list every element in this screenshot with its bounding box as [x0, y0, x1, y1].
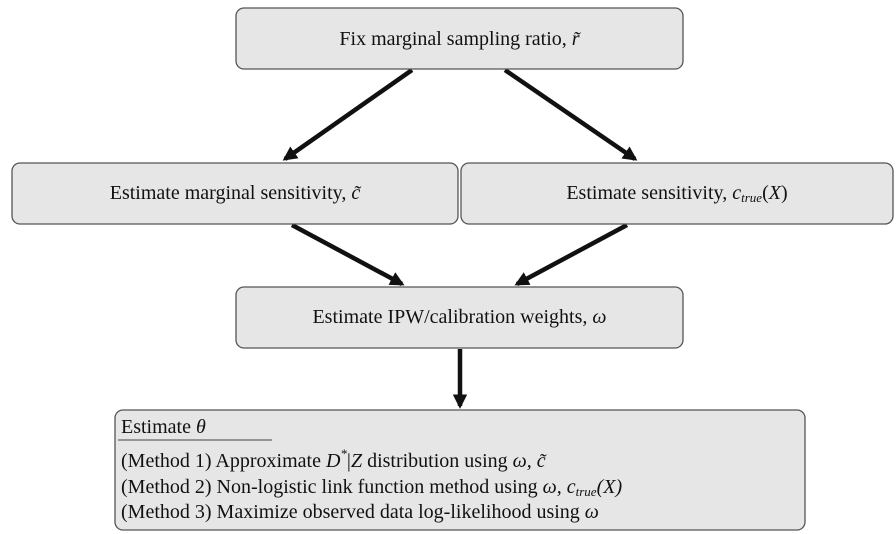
label-text: Estimate IPW/calibration weights, — [312, 306, 592, 328]
label-math: D — [325, 450, 341, 472]
method-line: (Method 2) Non-logistic link function me… — [121, 476, 622, 499]
arrow — [290, 223, 405, 286]
node-label: Estimate sensitivity, ctrue(X) — [566, 182, 787, 205]
node-label: Fix marginal sampling ratio, r̃ — [339, 28, 580, 50]
node-box — [11, 162, 459, 225]
node-label: Estimate marginal sensitivity, c̃ — [110, 182, 362, 204]
label-subscript: true — [576, 484, 597, 499]
label-math: (X) — [597, 476, 623, 498]
label-math: ω, c — [543, 476, 576, 498]
label-math: r̃ — [572, 28, 581, 50]
label-text: ) — [781, 182, 788, 204]
label-text: Estimate marginal sensitivity, — [110, 182, 352, 204]
label-math: θ — [196, 416, 206, 438]
label-text: | — [347, 450, 351, 472]
label-text: (Method 1) Approximate — [121, 450, 326, 472]
label-text: Estimate sensitivity, — [566, 182, 732, 204]
label-subscript: true — [741, 190, 762, 205]
label-math: ω — [585, 501, 599, 523]
method-line: (Method 3) Maximize observed data log-li… — [121, 501, 599, 523]
method-line: (Method 1) Approximate D*|Z distribution… — [121, 446, 547, 472]
label-text: ( — [762, 182, 769, 204]
arrow — [503, 68, 638, 161]
node-box — [235, 7, 684, 70]
label-math: ω, c̃ — [513, 450, 547, 472]
label-text: Estimate — [121, 416, 196, 438]
label-superscript: * — [340, 446, 347, 461]
label-text: (Method 3) Maximize observed data log-li… — [121, 501, 585, 523]
label-text: (Method 2) Non-logistic link function me… — [121, 476, 543, 498]
node-box — [114, 409, 806, 531]
label-math: Z — [351, 450, 363, 472]
label-math: c̃ — [351, 182, 361, 204]
label-math: X — [768, 182, 782, 204]
node-box — [235, 286, 684, 349]
label-text: distribution using — [362, 450, 513, 472]
node-title: Estimate θ — [121, 416, 206, 438]
label-math: ω — [592, 306, 606, 328]
arrow — [514, 223, 629, 286]
label-math: c — [732, 182, 741, 204]
node-label: Estimate IPW/calibration weights, ω — [312, 306, 606, 328]
arrow — [282, 68, 414, 161]
node-box — [460, 162, 894, 225]
label-text: Fix marginal sampling ratio, — [339, 28, 571, 50]
